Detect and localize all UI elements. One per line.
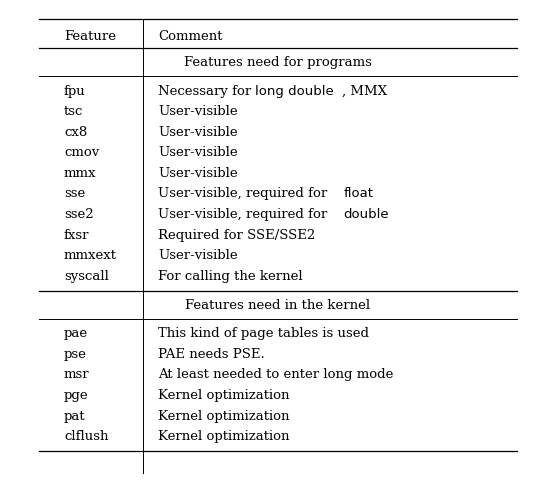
Text: pat: pat: [64, 410, 86, 422]
Text: msr: msr: [64, 368, 90, 381]
Text: User-visible, required for: User-visible, required for: [158, 188, 332, 200]
Text: , MMX: , MMX: [341, 85, 386, 98]
Text: double: double: [344, 208, 389, 221]
Text: User-visible: User-visible: [158, 249, 238, 262]
Text: User-visible: User-visible: [158, 126, 238, 139]
Text: This kind of page tables is used: This kind of page tables is used: [158, 327, 369, 340]
Text: Features need for programs: Features need for programs: [184, 56, 372, 70]
Text: clflush: clflush: [64, 430, 108, 443]
Text: float: float: [344, 188, 374, 200]
Text: Feature: Feature: [64, 29, 116, 43]
Text: Kernel optimization: Kernel optimization: [158, 410, 290, 422]
Text: long double: long double: [255, 85, 333, 98]
Text: Required for SSE/SSE2: Required for SSE/SSE2: [158, 229, 316, 242]
Text: pae: pae: [64, 327, 88, 340]
Text: fpu: fpu: [64, 85, 86, 98]
Text: Kernel optimization: Kernel optimization: [158, 430, 290, 443]
Text: sse2: sse2: [64, 208, 93, 221]
Text: Features need in the kernel: Features need in the kernel: [186, 299, 370, 312]
Text: mmx: mmx: [64, 167, 96, 180]
Text: Comment: Comment: [158, 29, 223, 43]
Text: pse: pse: [64, 348, 87, 361]
Text: PAE needs PSE.: PAE needs PSE.: [158, 348, 265, 361]
Text: syscall: syscall: [64, 270, 109, 283]
Text: sse: sse: [64, 188, 85, 200]
Text: pge: pge: [64, 389, 88, 402]
Text: Necessary for: Necessary for: [158, 85, 256, 98]
Text: User-visible: User-visible: [158, 167, 238, 180]
Text: fxsr: fxsr: [64, 229, 90, 242]
Text: At least needed to enter long mode: At least needed to enter long mode: [158, 368, 394, 381]
Text: User-visible: User-visible: [158, 105, 238, 118]
Text: User-visible, required for: User-visible, required for: [158, 208, 332, 221]
Text: cx8: cx8: [64, 126, 87, 139]
Text: For calling the kernel: For calling the kernel: [158, 270, 303, 283]
Text: User-visible: User-visible: [158, 147, 238, 159]
Text: mmxext: mmxext: [64, 249, 117, 262]
Text: Kernel optimization: Kernel optimization: [158, 389, 290, 402]
Text: tsc: tsc: [64, 105, 83, 118]
Text: cmov: cmov: [64, 147, 99, 159]
